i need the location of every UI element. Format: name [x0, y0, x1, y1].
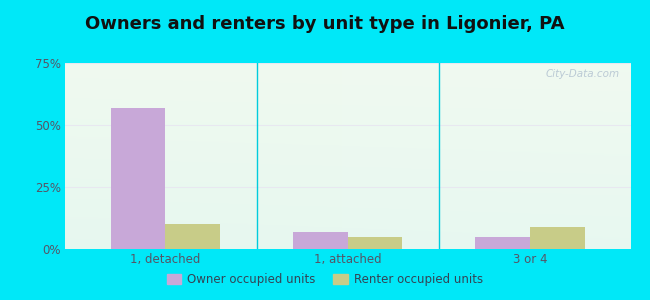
- Bar: [348, 237, 402, 249]
- Bar: [530, 227, 585, 249]
- Text: Owners and renters by unit type in Ligonier, PA: Owners and renters by unit type in Ligon…: [85, 15, 565, 33]
- Legend: Owner occupied units, Renter occupied units: Owner occupied units, Renter occupied un…: [162, 269, 488, 291]
- Text: City-Data.com: City-Data.com: [545, 69, 619, 79]
- Bar: [293, 232, 348, 249]
- Bar: [475, 237, 530, 249]
- Bar: [111, 108, 165, 249]
- Bar: [165, 224, 220, 249]
